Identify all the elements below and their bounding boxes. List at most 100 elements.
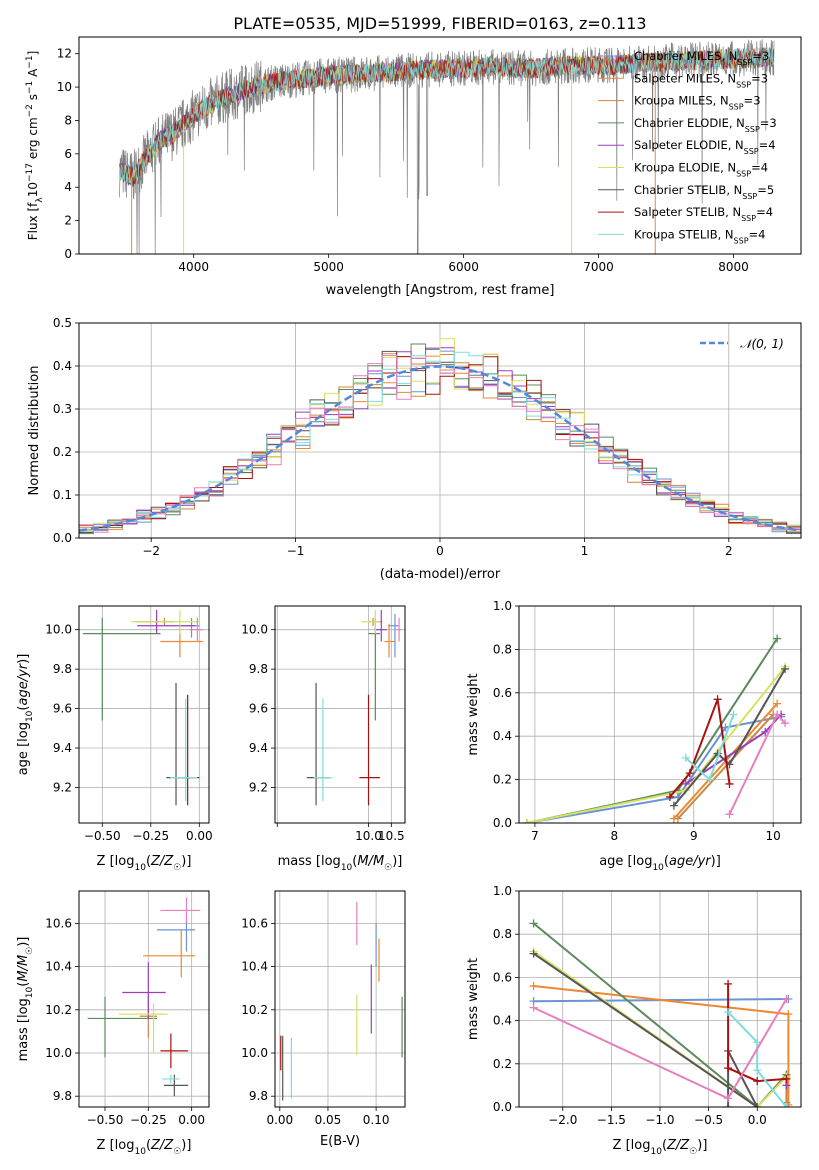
legend-entry-name: Kroupa STELIB [634, 227, 718, 241]
label-part: λ [35, 197, 45, 203]
mass-weight-marker [665, 792, 674, 801]
label-part: ( [16, 706, 31, 711]
y-tick-label: 0.5 [53, 316, 72, 330]
mass-weight-marker [685, 769, 694, 778]
panel-spectrum: 4000 5000 6000 7000 8000 0 2 4 6 8 10 12 wavelength … [25, 36, 802, 298]
x-tick-label: −0.25 [132, 829, 169, 843]
legend-entry-name: Kroupa ELODIE [634, 161, 720, 175]
label-part: , N [720, 161, 736, 175]
mass-weight-marker [724, 1064, 733, 1073]
x-tick-label: 0.00 [186, 829, 213, 843]
y-tick-label: 9.6 [53, 702, 72, 716]
y-tick-label: 10.0 [241, 1046, 268, 1060]
legend-entry-nssp: 3 [769, 116, 776, 130]
mass-weight-marker [773, 699, 782, 708]
x-tick-label: −0.25 [130, 1113, 167, 1127]
y-tick-label: 9.2 [249, 780, 268, 794]
label-part: )] [181, 1138, 191, 1153]
legend-entry-nssp: 3 [761, 71, 768, 85]
legend-entry-nssp: 4 [766, 205, 773, 219]
label-part: A [26, 68, 40, 81]
label-part: Z/Z [150, 1138, 174, 1153]
panel-massweight-vs-Z: −2.0 −1.5 −1.0 −0.5 0.0 0.0 0.2 0.4 0.6 0.8 1.0 Z [… [466, 884, 802, 1157]
gaussian-curve [79, 365, 801, 532]
x-axis-label: Z [log10(Z/Z☉)] [613, 1138, 708, 1157]
legend-entry-name: Chabrier STELIB [634, 183, 726, 197]
axes-frame [78, 322, 802, 539]
x-tick-label: 10.0 [355, 829, 382, 843]
y-tick-label: 0.2 [493, 773, 512, 787]
x-tick-label: 1 [581, 544, 589, 558]
panel-age-vs-Z: −0.50 −0.25 0.009.29.49.69.810.0Z [log10(Z… [16, 605, 213, 873]
x-tick-label: 4000 [178, 260, 209, 274]
y-tick-label: 9.8 [249, 1089, 268, 1103]
label-part: , N [713, 94, 729, 108]
label-part: SSP [729, 102, 744, 111]
legend-entry: Chabrier MILES, NSSP=3 [634, 49, 769, 67]
label-part: Z/Z [666, 1138, 690, 1153]
label-part: = [751, 71, 761, 85]
y-tick-label: 12 [57, 47, 72, 61]
legend-entry-name: Salpeter STELIB [634, 205, 725, 219]
y-tick-label: 10.0 [241, 623, 268, 637]
legend-entry-name: Salpeter ELODIE [634, 138, 728, 152]
y-tick-label: 0.2 [493, 1057, 512, 1071]
x-tick-label: 8000 [718, 260, 749, 274]
y-axis-label: age [log10(age/yr)] [16, 654, 35, 776]
y-axis-label: mass weight [466, 958, 481, 1040]
axes-frame [518, 605, 802, 824]
x-tick-label: −2.0 [548, 1113, 577, 1127]
y-tick-label: 9.4 [53, 741, 72, 755]
mass-weight-line [533, 952, 759, 1107]
label-part: = [749, 227, 759, 241]
mass-weight-marker [725, 779, 734, 788]
y-tick-label: 0.2 [53, 445, 72, 459]
label-part: ☉ [689, 1147, 697, 1157]
mass-weight-line [673, 668, 786, 807]
label-part: SSP [737, 58, 752, 67]
legend-entry: Chabrier ELODIE, NSSP=3 [634, 116, 777, 133]
mass-weight-line [677, 713, 774, 820]
label-part: , N [720, 71, 736, 85]
plot-area-mass-vs-EBV [280, 901, 403, 1101]
label-part: 10 [25, 986, 35, 998]
label-part: Z [log [97, 1138, 135, 1153]
mass-weight-marker [725, 810, 734, 819]
x-tick-label: 0 [436, 544, 444, 558]
y-tick-label: 6 [64, 147, 72, 161]
mass-weight-marker [773, 634, 782, 643]
mass-weight-marker [713, 695, 722, 704]
panel-mass-vs-Z: −0.50 −0.25 0.009.810.010.210.410.6Z [log1… [16, 890, 210, 1157]
label-part: Z/Z [150, 854, 174, 869]
x-tick-label: 7000 [583, 260, 614, 274]
y-tick-label: 10.6 [45, 916, 72, 930]
label-part: M/M [357, 854, 384, 869]
legend-entry-name: Chabrier MILES [634, 49, 721, 63]
y-tick-label: 0.6 [493, 686, 512, 700]
y-tick-label: 10.6 [241, 916, 268, 930]
legend-entry-name: Salpeter MILES [634, 71, 720, 85]
mass-weight-marker [529, 1003, 538, 1012]
spectrum-model-line [119, 47, 775, 184]
mass-weight-marker [753, 1066, 762, 1075]
y-tick-label: 0.4 [493, 729, 512, 743]
label-part: )] [181, 854, 191, 869]
legend-entry-nssp: 4 [768, 138, 775, 152]
y-tick-label: 10.2 [45, 1003, 72, 1017]
plot-area-spectrum [119, 39, 775, 254]
label-part: )] [697, 1138, 707, 1153]
plot-area-massweight-vs-age [522, 634, 790, 823]
y-tick-label: 0 [64, 247, 72, 261]
label-part: = [759, 138, 769, 152]
y-tick-label: 1.0 [493, 599, 512, 613]
label-part: −2 [25, 104, 35, 117]
y-tick-label: 10.4 [241, 960, 268, 974]
x-tick-label: −2 [142, 544, 160, 558]
y-tick-label: 10.0 [45, 1046, 72, 1060]
y-tick-label: 0.4 [53, 359, 72, 373]
x-tick-label: −1 [287, 544, 305, 558]
mass-weight-marker [782, 1103, 791, 1107]
label-part: mass [log [16, 998, 31, 1061]
label-part: SSP [736, 80, 751, 89]
